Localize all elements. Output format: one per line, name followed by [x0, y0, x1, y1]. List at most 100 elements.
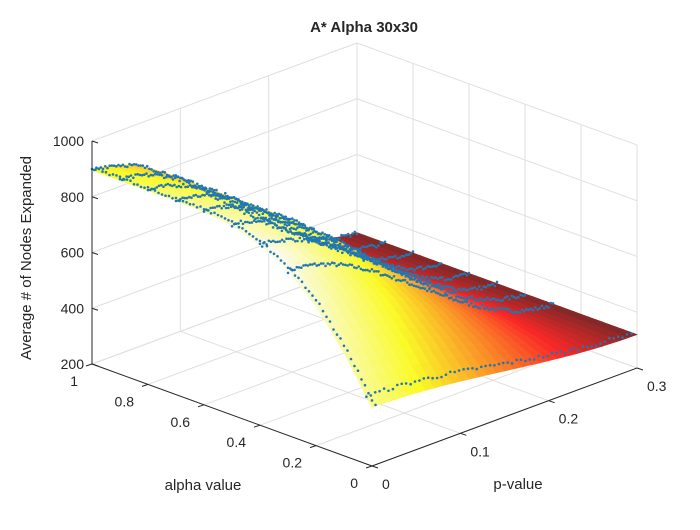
wall-gridline [91, 42, 358, 142]
scatter-point [340, 233, 343, 237]
scatter-point [410, 283, 414, 286]
scatter-point [117, 163, 120, 167]
scatter-point [332, 328, 335, 331]
scatter-point [377, 262, 381, 265]
scatter-point [581, 345, 585, 348]
scatter-point [162, 176, 166, 180]
scatter-point [464, 288, 468, 292]
scatter-point [161, 170, 164, 174]
scatter-point [132, 163, 136, 166]
scatter-point [479, 297, 483, 300]
scatter-point [343, 248, 346, 252]
scatter-point [269, 250, 272, 254]
scatter-point [145, 164, 149, 168]
scatter-point [192, 194, 195, 197]
scatter-point [272, 239, 275, 243]
scatter-point [372, 256, 375, 260]
scatter-point [224, 191, 227, 195]
scatter-point [384, 266, 388, 269]
scatter-point [352, 252, 355, 255]
scatter-point [359, 247, 363, 250]
scatter-point [404, 268, 408, 271]
scatter-point [332, 244, 336, 247]
scatter-point [196, 182, 199, 186]
scatter-point [381, 273, 385, 277]
scatter-point [436, 292, 440, 295]
scatter-point [129, 174, 133, 177]
scatter-point [220, 215, 223, 218]
scatter-point [517, 295, 520, 299]
scatter-point [281, 220, 285, 224]
scatter-point [457, 295, 461, 299]
scatter-point [311, 263, 314, 266]
scatter-point [367, 257, 371, 261]
scatter-point [426, 284, 430, 287]
scatter-point [407, 275, 411, 279]
scatter-point [302, 222, 305, 226]
scatter-point [282, 217, 286, 221]
scatter-point [349, 357, 353, 361]
scatter-point [208, 187, 212, 190]
scatter-point [185, 180, 189, 184]
scatter-point [129, 179, 132, 182]
scatter-point [322, 237, 326, 240]
scatter-point [411, 250, 415, 253]
scatter-point [248, 221, 251, 225]
scatter-point [374, 246, 378, 249]
scatter-point [413, 268, 416, 272]
scatter-point [307, 233, 311, 237]
scatter-point [374, 403, 377, 407]
scatter-point [360, 255, 364, 258]
scatter-point [376, 258, 380, 261]
scatter-point [381, 241, 385, 245]
scatter-point [339, 262, 343, 265]
scatter-point [207, 191, 211, 194]
scatter-point [518, 311, 522, 314]
scatter-point [227, 203, 231, 207]
scatter-point [449, 370, 452, 374]
scatter-point [339, 337, 342, 340]
alpha-tick-mark [85, 363, 93, 367]
scatter-point [445, 278, 449, 281]
scatter-point [422, 377, 426, 380]
scatter-point [160, 174, 164, 177]
scatter-point [311, 231, 315, 234]
scatter-point [253, 209, 256, 213]
scatter-point [319, 262, 323, 265]
scatter-point [390, 268, 394, 271]
scatter-point [280, 216, 284, 219]
scatter-point [206, 209, 209, 212]
scatter-point [237, 225, 241, 229]
scatter-point [414, 285, 418, 288]
scatter-point [258, 239, 262, 243]
scatter-point [128, 162, 131, 166]
scatter-point [293, 268, 296, 272]
scatter-point [183, 178, 187, 182]
tick-labels: 0 0.2 0.4 0.6 0.8 1 0 0.1 0.2 0.3 200 400 600 800 1000 [53, 133, 667, 492]
scatter-point [427, 281, 430, 284]
scatter-point [110, 164, 114, 167]
scatter-point [520, 308, 524, 312]
scatter-point [328, 245, 332, 248]
scatter-point [249, 214, 253, 217]
scatter-point [400, 382, 404, 386]
scatter-point [396, 383, 399, 387]
scatter-point [475, 298, 478, 302]
scatter-point [547, 306, 550, 309]
scatter-point [214, 194, 218, 197]
scatter-point [194, 193, 198, 197]
scatter-point [555, 351, 558, 355]
scatter-point [466, 298, 469, 301]
scatter-point [329, 237, 332, 240]
scatter-point [273, 211, 277, 215]
scatter-point [436, 283, 439, 286]
y-axis-line [371, 367, 638, 467]
scatter-point [353, 364, 356, 368]
scatter-point [240, 208, 244, 211]
scatter-point [397, 268, 400, 272]
scatter-point [194, 185, 198, 188]
scatter-point [203, 194, 206, 197]
scatter-point [276, 254, 279, 258]
scatter-point [373, 391, 377, 394]
scatter-point [189, 179, 192, 183]
